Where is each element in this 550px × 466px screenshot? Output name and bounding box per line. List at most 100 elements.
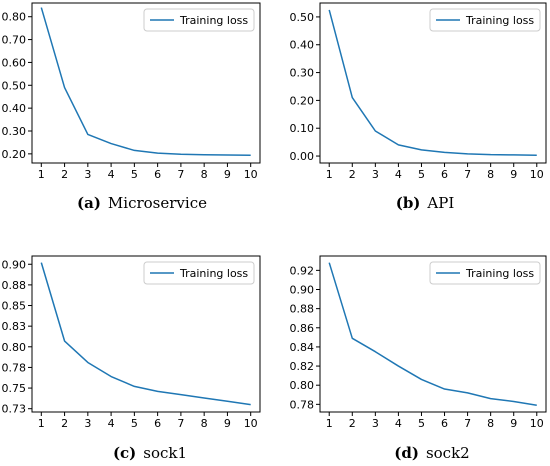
subplot-caption: (c) sock1 xyxy=(113,444,187,462)
legend-label: Training loss xyxy=(465,267,534,280)
y-tick-label: 0.40 xyxy=(2,102,27,115)
y-tick-label: 0.82 xyxy=(290,360,315,373)
x-tick-label: 6 xyxy=(154,417,161,430)
y-tick-label: 0.80 xyxy=(290,379,315,392)
caption-text: sock2 xyxy=(426,444,470,462)
x-tick-label: 9 xyxy=(510,168,517,181)
x-tick-label: 6 xyxy=(441,417,448,430)
subplot-sock1: 1 2 3 4 5 6 7 8 9 10 0.73 0.75 0.78 0.80 0.83 0.85 0.88 0… xyxy=(2,255,261,462)
caption-letter: (c) xyxy=(113,444,136,462)
series-line-0 xyxy=(40,262,251,406)
series-line-0 xyxy=(40,7,251,156)
x-tick-label: 10 xyxy=(530,417,544,430)
x-tick-label: 5 xyxy=(131,417,138,430)
y-tick-label: 0.78 xyxy=(290,398,315,411)
x-tick-label: 1 xyxy=(326,417,333,430)
y-tick-label: 0.90 xyxy=(2,258,27,271)
x-tick-label: 10 xyxy=(244,168,258,181)
legend-label: Training loss xyxy=(179,14,248,27)
x-tick-label: 9 xyxy=(224,168,231,181)
x-tick-label: 8 xyxy=(487,168,494,181)
legend-box xyxy=(429,8,541,32)
x-tick-label: 10 xyxy=(530,168,544,181)
x-tick-label: 2 xyxy=(349,417,356,430)
x-tick-label: 1 xyxy=(38,417,45,430)
y-tick-label: 0.10 xyxy=(290,122,315,135)
y-tick-label: 0.50 xyxy=(2,79,27,92)
series-line-0 xyxy=(328,262,537,407)
x-tick-label: 9 xyxy=(224,417,231,430)
x-tick-label: 7 xyxy=(177,417,184,430)
caption-letter: (d) xyxy=(394,444,419,462)
y-tick-label: 0.83 xyxy=(2,320,27,333)
x-tick-label: 8 xyxy=(201,168,208,181)
x-tick-label: 1 xyxy=(38,168,45,181)
y-tick-label: 0.80 xyxy=(2,11,27,24)
y-tick-label: 0.73 xyxy=(2,403,27,416)
legend-box xyxy=(143,261,255,285)
x-tick-label: 5 xyxy=(418,168,425,181)
x-tick-label: 8 xyxy=(201,417,208,430)
y-tick-label: 0.70 xyxy=(2,34,27,47)
y-tick-label: 0.40 xyxy=(290,39,315,52)
plot-frame xyxy=(319,2,547,164)
y-tick-label: 0.85 xyxy=(2,300,27,313)
x-tick-label: 2 xyxy=(61,417,68,430)
x-tick-label: 2 xyxy=(349,168,356,181)
x-tick-label: 3 xyxy=(372,168,379,181)
x-tick-label: 6 xyxy=(154,168,161,181)
x-tick-label: 5 xyxy=(418,417,425,430)
subplot-caption: (a) Microservice xyxy=(77,194,207,212)
plot-frame xyxy=(319,255,547,413)
y-tick-label: 0.30 xyxy=(2,125,27,138)
y-tick-label: 0.50 xyxy=(290,11,315,24)
x-tick-label: 1 xyxy=(326,168,333,181)
subplot-caption: (b) API xyxy=(396,194,455,212)
y-tick-label: 0.00 xyxy=(290,150,315,163)
subplot-caption: (d) sock2 xyxy=(394,444,469,462)
y-tick-label: 0.20 xyxy=(290,94,315,107)
y-tick-label: 0.86 xyxy=(290,322,315,335)
legend-label: Training loss xyxy=(179,267,248,280)
caption-letter: (a) xyxy=(77,194,101,212)
x-tick-label: 4 xyxy=(108,417,115,430)
subplot-api: 1 2 3 4 5 6 7 8 9 10 0.00 0.10 0.20 0.30 0.40 0.50 Train… xyxy=(290,2,547,212)
series-line-0 xyxy=(328,9,537,156)
caption-letter: (b) xyxy=(396,194,421,212)
x-tick-label: 2 xyxy=(61,168,68,181)
x-tick-label: 7 xyxy=(464,168,471,181)
plot-frame xyxy=(31,2,261,164)
x-tick-label: 5 xyxy=(131,168,138,181)
y-tick-label: 0.30 xyxy=(290,67,315,80)
y-tick-label: 0.92 xyxy=(290,264,315,277)
x-tick-label: 4 xyxy=(395,168,402,181)
x-tick-label: 10 xyxy=(244,417,258,430)
x-tick-label: 4 xyxy=(108,168,115,181)
y-tick-label: 0.88 xyxy=(2,279,27,292)
legend-label: Training loss xyxy=(465,14,534,27)
plot-frame xyxy=(31,255,261,413)
y-tick-label: 0.20 xyxy=(2,148,27,161)
x-tick-label: 3 xyxy=(84,417,91,430)
y-tick-label: 0.60 xyxy=(2,56,27,69)
caption-text: Microservice xyxy=(108,194,207,212)
legend-box xyxy=(143,8,255,32)
legend-box xyxy=(429,261,541,285)
x-tick-label: 8 xyxy=(487,417,494,430)
y-tick-label: 0.80 xyxy=(2,341,27,354)
y-tick-label: 0.78 xyxy=(2,361,27,374)
y-tick-label: 0.84 xyxy=(290,341,315,354)
x-tick-label: 9 xyxy=(510,417,517,430)
x-tick-label: 3 xyxy=(372,417,379,430)
caption-text: sock1 xyxy=(143,444,187,462)
caption-text: API xyxy=(426,194,454,212)
subplot-microservice: 1 2 3 4 5 6 7 8 9 10 0.20 0.30 0.40 0.50 0.60 0.70 0.80 T… xyxy=(2,2,261,212)
x-tick-label: 3 xyxy=(84,168,91,181)
y-tick-label: 0.90 xyxy=(290,283,315,296)
y-tick-label: 0.75 xyxy=(2,382,27,395)
subplot-sock2: 1 2 3 4 5 6 7 8 9 10 0.78 0.80 0.82 0.84 0.86 0.88 0.90 0… xyxy=(290,255,547,462)
x-tick-label: 7 xyxy=(177,168,184,181)
x-tick-label: 6 xyxy=(441,168,448,181)
x-tick-label: 7 xyxy=(464,417,471,430)
